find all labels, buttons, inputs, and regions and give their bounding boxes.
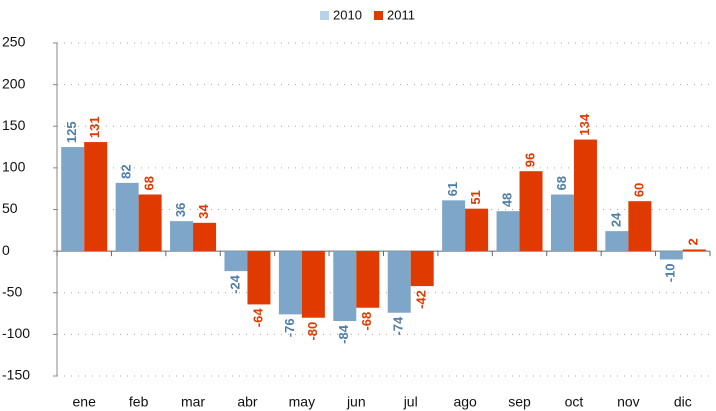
value-label: -24 — [227, 274, 242, 294]
value-label: -68 — [359, 312, 374, 331]
x-tick-label: jun — [346, 394, 366, 410]
value-label: 134 — [577, 113, 592, 135]
bar — [442, 200, 466, 252]
value-label: -80 — [305, 322, 320, 341]
bar — [301, 251, 325, 318]
x-tick-label: feb — [129, 394, 149, 410]
value-label: 68 — [142, 176, 157, 190]
bar — [519, 171, 543, 252]
value-label: -74 — [391, 316, 406, 336]
value-label: 131 — [87, 116, 102, 138]
bar — [550, 194, 574, 252]
bar — [224, 251, 248, 272]
value-label: -84 — [336, 324, 351, 344]
value-label: 51 — [468, 190, 483, 204]
value-label: 48 — [499, 193, 514, 207]
value-label: 96 — [522, 153, 537, 167]
y-tick-label: -150 — [2, 367, 30, 383]
value-label: 125 — [64, 121, 79, 143]
value-label: 61 — [445, 182, 460, 196]
value-label: 68 — [554, 176, 569, 190]
y-tick-label: 150 — [2, 117, 26, 133]
value-label: 34 — [196, 204, 211, 219]
legend-swatch — [320, 11, 329, 20]
legend-label: 2011 — [387, 7, 415, 22]
bar — [659, 251, 683, 260]
x-tick-label: ene — [73, 394, 97, 410]
bar — [247, 251, 271, 305]
bar — [387, 251, 411, 313]
y-tick-label: 100 — [2, 159, 26, 175]
bar — [605, 231, 629, 252]
y-tick-label: 250 — [2, 34, 26, 50]
bar — [278, 251, 302, 315]
x-tick-label: ago — [453, 394, 477, 410]
value-label: -10 — [663, 263, 678, 282]
x-tick-label: oct — [565, 394, 584, 410]
x-tick-label: abr — [237, 394, 258, 410]
bar — [573, 139, 597, 252]
x-tick-label: nov — [617, 394, 640, 410]
bar — [138, 194, 162, 252]
legend-swatch — [374, 11, 383, 20]
value-label: 36 — [173, 203, 188, 217]
bar — [682, 249, 706, 252]
bar — [333, 251, 357, 322]
value-label: -42 — [414, 290, 429, 309]
value-label: -76 — [282, 318, 297, 337]
bar — [193, 222, 217, 252]
bar — [496, 211, 520, 252]
value-label: 2 — [686, 238, 701, 245]
x-tick-label: mar — [181, 394, 205, 410]
bar — [356, 251, 380, 308]
bar — [61, 147, 85, 252]
bar — [410, 251, 434, 287]
legend-label: 2010 — [333, 7, 362, 22]
bar — [84, 142, 108, 252]
x-tick-label: jul — [403, 394, 418, 410]
value-label: 82 — [119, 164, 134, 178]
y-tick-label: 200 — [2, 75, 26, 91]
y-tick-label: -50 — [2, 283, 22, 299]
y-tick-label: -100 — [2, 325, 30, 341]
x-tick-label: sep — [508, 394, 531, 410]
bar — [170, 221, 194, 252]
value-label: 24 — [608, 212, 623, 227]
value-label: -64 — [250, 308, 265, 328]
bar — [628, 201, 652, 252]
y-tick-label: 50 — [2, 200, 18, 216]
x-tick-label: dic — [674, 394, 692, 410]
value-label: 60 — [631, 183, 646, 197]
bar — [465, 208, 489, 252]
y-tick-label: 0 — [2, 242, 10, 258]
bar — [115, 182, 139, 252]
x-tick-label: may — [289, 394, 315, 410]
